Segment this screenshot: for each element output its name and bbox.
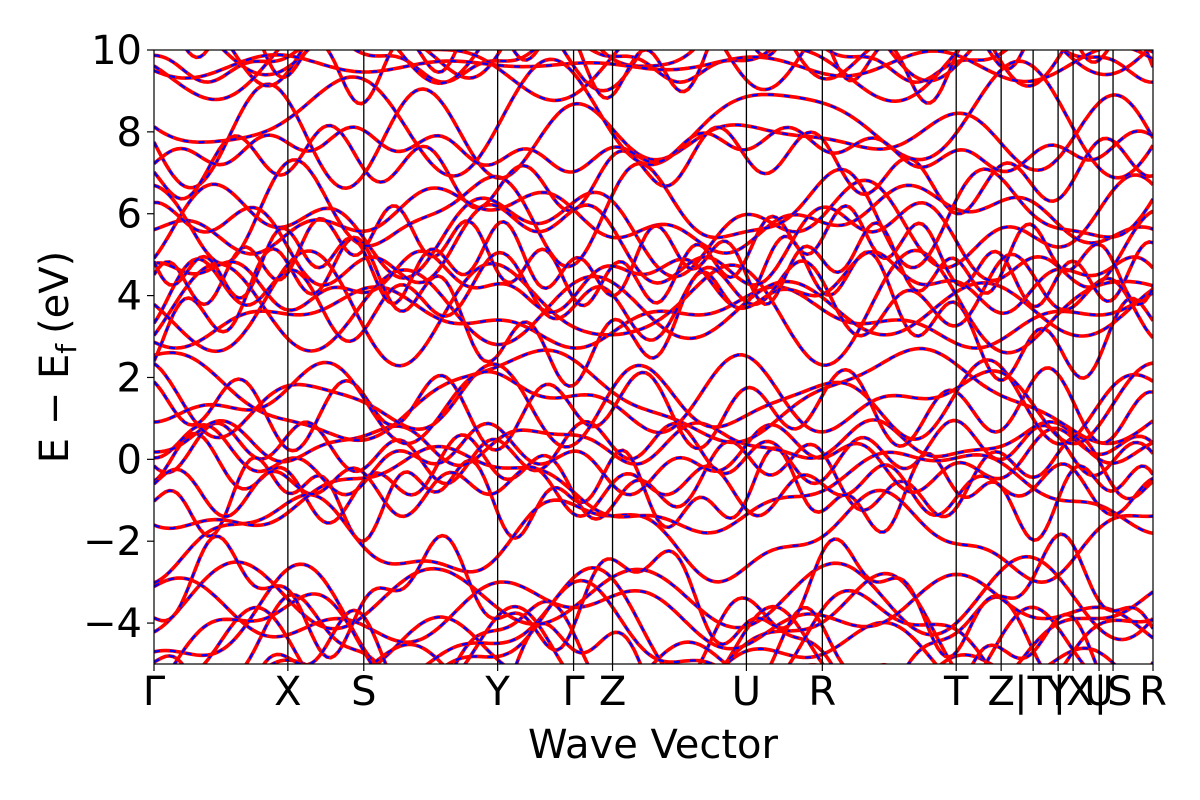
plot-frame [153,49,1154,665]
band-curve-blue-dashed [154,251,1153,343]
y-tick-label: −2 [83,519,142,565]
x-axis-label: Wave Vector [528,722,779,768]
x-tick-label: X [274,669,301,715]
band-curve-blue-dashed [154,358,1153,449]
y-tick-label: 10 [91,28,142,74]
band-curve-red [154,572,1153,651]
band-curve-red [154,125,1153,174]
y-tick-label: −4 [83,601,142,647]
band-curve-blue-dashed [154,173,1153,280]
x-tick-label: T [943,669,969,715]
band-curve-blue-dashed [154,83,1153,190]
y-axis-label: E − Ef (eV) [32,251,83,464]
band-curve-blue-dashed [154,489,1153,584]
band-curve-blue-dashed [154,250,1153,315]
y-tick-label: 0 [117,437,142,483]
band-curve-red [154,248,1153,368]
band-curve-blue-dashed [154,532,1153,659]
x-tick-label: |X [1053,669,1094,715]
band-curve-blue-dashed [154,220,1153,306]
band-curve-blue-dashed [154,353,1153,445]
band-curve-blue-dashed [154,124,1153,215]
x-tick-label: Z [987,669,1014,715]
band-curve-blue-dashed [154,58,1153,179]
band-curve-blue-dashed [154,262,1153,353]
y-axis-label-sub: f [50,343,83,354]
band-curve-blue-dashed [154,285,1153,350]
band-curve-blue-dashed [154,235,1153,388]
kpoint-lines [287,50,1114,664]
y-axis-ticks: −4 −2 0 2 4 6 8 10 [83,28,154,647]
y-tick-label: 6 [117,192,142,238]
x-tick-label: U [1084,669,1113,715]
band-curve-blue-dashed [154,418,1153,467]
x-tick-label: |T [1014,669,1052,715]
band-curve-blue-dashed [154,419,1153,485]
band-curve-blue-dashed [154,50,1153,83]
y-axis-label-unit: (eV) [32,251,78,334]
x-tick-label: |S [1094,669,1133,715]
band-curve-blue-dashed [154,366,1153,452]
x-tick-label: R [1139,669,1167,715]
x-tick-label: Γ [143,669,166,715]
band-curve-blue-dashed [231,50,1065,87]
band-curve-blue-dashed [154,201,1153,289]
y-axis-label-main: E − E [32,354,78,464]
band-curve-blue-dashed [154,463,1153,518]
x-tick-label: S [351,669,376,715]
band-curve-red [184,50,1153,106]
band-curve-blue-dashed [154,158,1153,269]
y-tick-label: 8 [117,110,142,156]
x-tick-label: U [732,669,761,715]
band-curve-blue-dashed [154,422,1153,496]
x-tick-label: Γ [562,669,585,715]
x-tick-label: Z [599,669,626,715]
band-curve-red [172,578,1153,664]
x-tick-label: Y [484,669,510,715]
y-tick-label: 2 [117,355,142,401]
band-curve-blue-dashed [154,563,1153,664]
band-curve-blue-dashed [154,445,1153,535]
x-axis-ticks: Γ X S Y Γ Z U R T Z |TY|XU|S R [143,664,1167,715]
x-tick-label: Y [1045,669,1071,715]
y-tick-label: 4 [117,274,142,320]
x-tick-label: R [808,669,836,715]
band-curve-blue-dashed [154,446,1153,543]
bands-group [154,50,1153,664]
band-curve-red [154,346,1153,446]
band-curve-blue-dashed [154,606,1098,664]
